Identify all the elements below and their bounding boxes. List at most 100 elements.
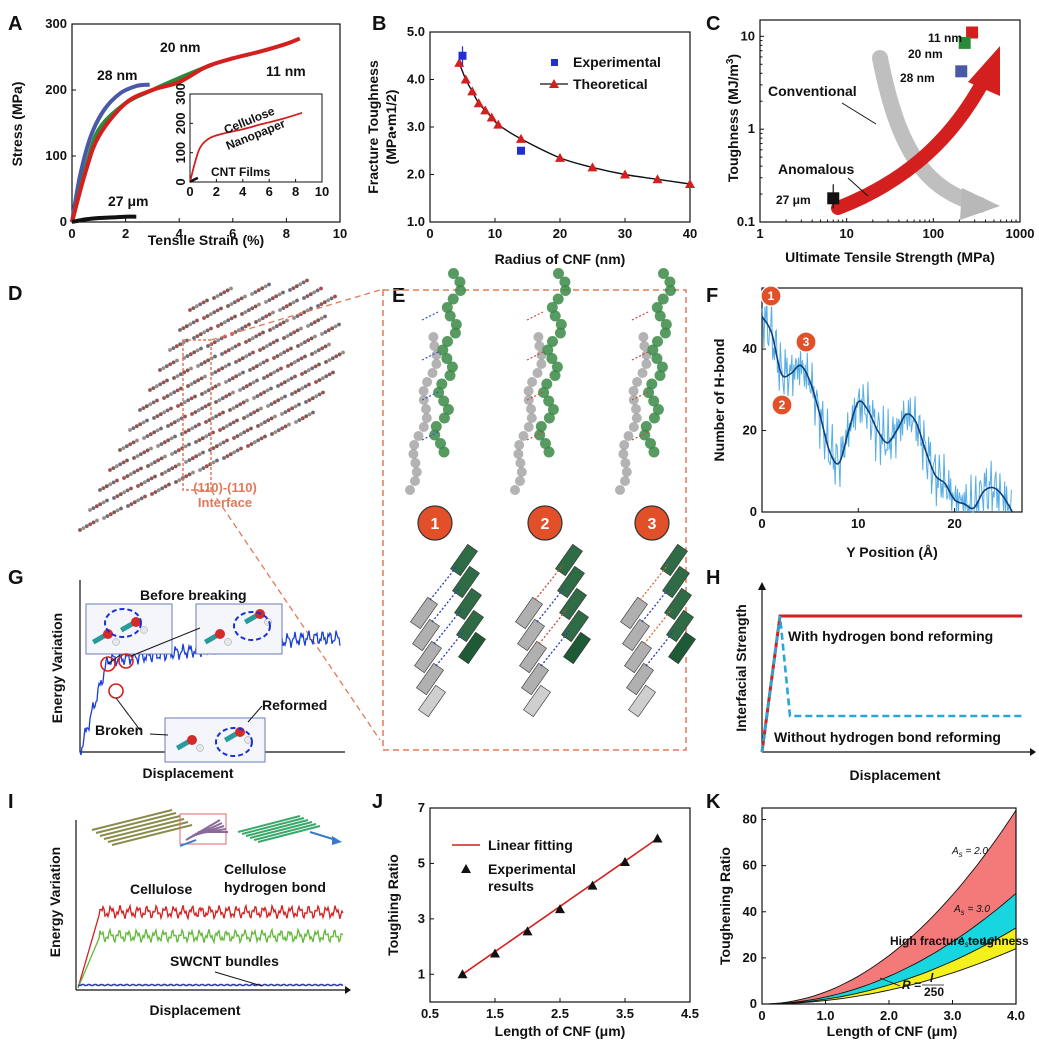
lattice-atom bbox=[271, 326, 276, 330]
i-bundle-fiber bbox=[95, 812, 177, 834]
gray-chain-atom bbox=[628, 395, 639, 405]
lattice-atom bbox=[188, 352, 193, 357]
lattice-atom bbox=[155, 414, 160, 418]
b-theoretical-point bbox=[685, 179, 695, 188]
lattice-atom bbox=[128, 428, 132, 432]
b-y-label-2: (MPa•m1/2) bbox=[383, 90, 399, 165]
lattice-atom bbox=[287, 422, 291, 427]
lattice-atom bbox=[162, 396, 166, 400]
a-inset-x-tick-label: 8 bbox=[292, 184, 299, 199]
lattice-atom bbox=[257, 318, 262, 322]
h-without-label: Without hydrogen bond reforming bbox=[774, 729, 1001, 745]
lattice-atom bbox=[222, 456, 226, 460]
hbond-dotted-link bbox=[538, 608, 568, 645]
lattice-atom bbox=[301, 280, 306, 285]
lattice-atom bbox=[158, 412, 163, 417]
interface-highlight-box bbox=[182, 339, 212, 491]
lattice-chain bbox=[168, 338, 189, 352]
lattice-atom bbox=[186, 428, 191, 433]
lattice-atom bbox=[305, 278, 309, 283]
lattice-chain bbox=[280, 402, 301, 416]
lattice-atom bbox=[108, 468, 112, 472]
lattice-atom bbox=[337, 352, 342, 357]
lattice-atom bbox=[295, 314, 300, 318]
green-chain-atom bbox=[648, 446, 660, 458]
lattice-atom bbox=[231, 406, 236, 410]
lattice-atom bbox=[128, 442, 133, 447]
lattice-atom bbox=[323, 314, 327, 319]
lattice-atom bbox=[136, 484, 140, 488]
h-with-label: With hydrogen bond reforming bbox=[788, 628, 993, 644]
lattice-atom bbox=[314, 394, 319, 399]
lattice-chain bbox=[186, 374, 207, 388]
lattice-atom bbox=[148, 402, 153, 407]
lattice-atom bbox=[173, 434, 177, 439]
lattice-atom bbox=[245, 428, 250, 433]
lattice-chain bbox=[158, 358, 179, 372]
gray-chain-atom bbox=[523, 395, 534, 405]
lattice-atom bbox=[178, 342, 183, 347]
green-chain-atom bbox=[659, 327, 671, 339]
x-tick-label: 2.5 bbox=[551, 1006, 569, 1021]
x-tick-label: 10 bbox=[488, 226, 502, 241]
lattice-atom bbox=[178, 372, 183, 377]
lattice-atom bbox=[235, 434, 240, 438]
hbond-link bbox=[421, 391, 439, 401]
lattice-atom bbox=[268, 328, 272, 332]
c-anomalous-label: Anomalous bbox=[778, 161, 854, 177]
lattice-atom bbox=[156, 488, 161, 493]
green-chain-atom bbox=[547, 336, 558, 347]
state-badge-2 bbox=[527, 505, 563, 541]
lattice-atom bbox=[226, 348, 231, 353]
lattice-atom bbox=[238, 432, 243, 437]
k-boundary-curve bbox=[762, 948, 1017, 1005]
green-chain-atom bbox=[648, 395, 660, 407]
j-legend-experimental-label-1: Experimental bbox=[488, 861, 576, 877]
lattice-atom bbox=[319, 302, 324, 306]
lattice-atom bbox=[248, 368, 252, 372]
lattice-atom bbox=[161, 366, 166, 370]
gray-chain-atom bbox=[536, 359, 547, 369]
lattice-atom bbox=[108, 482, 113, 487]
lattice-atom bbox=[241, 386, 246, 390]
lattice-atom bbox=[317, 362, 321, 367]
f-smoothed-hbond-line bbox=[761, 316, 1014, 513]
x-tick-label: 10 bbox=[839, 226, 853, 241]
lattice-atom bbox=[111, 466, 116, 470]
lattice-atom bbox=[141, 420, 146, 425]
lattice-atom bbox=[247, 322, 251, 327]
lattice-atom bbox=[255, 394, 260, 398]
lattice-atom bbox=[203, 374, 207, 379]
lattice-chain bbox=[160, 462, 181, 476]
lattice-atom bbox=[295, 328, 300, 333]
lattice-atom bbox=[265, 388, 270, 393]
lattice-atom bbox=[292, 330, 297, 335]
lattice-atom bbox=[183, 430, 188, 434]
lattice-atom bbox=[145, 448, 150, 453]
lattice-atom bbox=[185, 368, 190, 373]
lattice-atom bbox=[235, 418, 239, 423]
gray-block bbox=[622, 618, 650, 652]
lattice-atom bbox=[214, 444, 219, 449]
lattice-atom bbox=[197, 422, 201, 427]
lattice-atom bbox=[195, 334, 200, 338]
lattice-atom bbox=[198, 302, 203, 307]
lattice-atom bbox=[246, 308, 251, 313]
gray-block bbox=[519, 640, 547, 674]
lattice-atom bbox=[187, 458, 192, 462]
lattice-chain bbox=[320, 322, 341, 336]
lattice-atom bbox=[262, 390, 267, 395]
lattice-atom bbox=[276, 428, 281, 433]
lattice-atom bbox=[217, 412, 222, 417]
c-y-label: Toughness (MJ/m3) bbox=[725, 54, 741, 182]
lattice-atom bbox=[232, 300, 237, 305]
lattice-atom bbox=[202, 330, 207, 335]
green-chain-atom bbox=[654, 370, 666, 381]
lattice-atom bbox=[293, 404, 298, 409]
lattice-atom bbox=[317, 392, 322, 397]
b-theoretical-point bbox=[460, 74, 471, 84]
lattice-atom bbox=[316, 348, 321, 353]
k-curve-label-0: As = 2.0 bbox=[951, 846, 988, 859]
lattice-chain bbox=[324, 350, 345, 364]
lattice-atom bbox=[270, 432, 274, 436]
